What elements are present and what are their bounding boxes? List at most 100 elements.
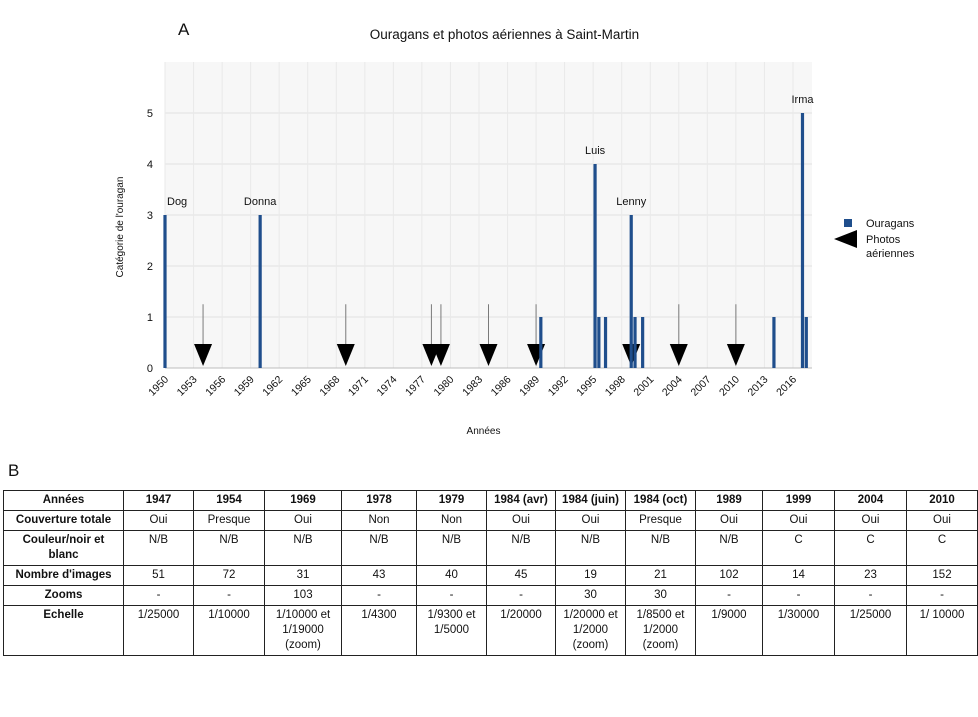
x-tick-label: 1959 xyxy=(232,374,257,399)
x-tick-label: 1953 xyxy=(175,374,200,399)
photo-arrow-head xyxy=(431,344,450,366)
table-corner-header: Années xyxy=(3,490,124,511)
year-column-header: 1984 (oct) xyxy=(625,490,696,511)
table-cell: 1/ 10000 xyxy=(906,605,978,656)
hurricane-bar xyxy=(641,317,645,368)
table-cell: Oui xyxy=(264,510,342,531)
hurricane-bar xyxy=(629,215,633,368)
legend-label-ouragans: Ouragans xyxy=(866,218,915,230)
row-header: Couleur/noir et blanc xyxy=(3,530,124,566)
hurricane-bar xyxy=(163,215,167,368)
panel-label-a: A xyxy=(178,20,190,39)
table-cell: 45 xyxy=(486,565,556,586)
table-cell: - xyxy=(341,585,417,606)
table-cell: Oui xyxy=(486,510,556,531)
row-header: Echelle xyxy=(3,605,124,656)
hurricane-name-label: Donna xyxy=(244,196,277,208)
photo-arrow-head xyxy=(194,344,213,366)
table-cell: C xyxy=(762,530,835,566)
table-cell: Oui xyxy=(695,510,763,531)
x-tick-label: 1971 xyxy=(346,374,371,399)
hurricane-bar xyxy=(800,113,805,368)
table-cell: 14 xyxy=(762,565,835,586)
table-cell: N/B xyxy=(625,530,696,566)
chart-panel-a: 0 1 2 3 4 5 1950 1953 1956 1959 1962 1965 1968 1971 19… xyxy=(115,27,915,437)
table-cell: - xyxy=(906,585,978,606)
table-cell: - xyxy=(193,585,265,606)
hurricane-bar xyxy=(804,317,808,368)
row-header: Couverture totale xyxy=(3,510,124,531)
x-tick-label: 2010 xyxy=(717,374,742,399)
hurricane-bar xyxy=(258,215,262,368)
table-cell: Oui xyxy=(123,510,194,531)
table-cell: Oui xyxy=(906,510,978,531)
year-column-header: 1984 (avr) xyxy=(486,490,556,511)
panel-label-b: B xyxy=(8,461,20,480)
table-cell: 19 xyxy=(555,565,626,586)
x-tick-label: 1983 xyxy=(460,374,485,399)
table-cell: 1/9300 et 1/5000 xyxy=(416,605,487,656)
hurricane-name-label: Luis xyxy=(585,145,606,157)
legend-marker-photos xyxy=(834,230,857,248)
x-tick-label: 2013 xyxy=(746,374,771,399)
aerial-photos-table: Années 1947 1954 1969 1978 1979 1984 (avr) 1984… xyxy=(3,490,978,656)
x-tick-label: 1974 xyxy=(374,374,399,399)
hurricane-name-label: Dog xyxy=(167,196,187,208)
x-tick-label: 1992 xyxy=(546,374,571,399)
table-cell: 30 xyxy=(625,585,696,606)
y-tick-label: 4 xyxy=(147,159,153,171)
table-cell: - xyxy=(834,585,907,606)
table-cell: N/B xyxy=(416,530,487,566)
table-cell: - xyxy=(123,585,194,606)
year-column-header: 2010 xyxy=(906,490,978,511)
hurricane-bar xyxy=(597,317,601,368)
table-cell: Presque xyxy=(193,510,265,531)
y-tick-label: 1 xyxy=(147,312,153,324)
x-tick-label: 1962 xyxy=(260,374,285,399)
hurricane-bar xyxy=(633,317,637,368)
hurricane-bar xyxy=(593,164,597,368)
x-tick-label: 1956 xyxy=(203,374,228,399)
table-cell: N/B xyxy=(695,530,763,566)
table-row: Couverture totale Oui Presque Oui Non Non Oui O… xyxy=(3,510,978,531)
y-tick-label: 5 xyxy=(147,108,153,120)
table-cell: 1/10000 et 1/19000 (zoom) xyxy=(264,605,342,656)
y-tick-label: 2 xyxy=(147,261,153,273)
table-cell: N/B xyxy=(486,530,556,566)
table-row: Nombre d'images 51 72 31 43 40 45 19 21 102 14 23 15… xyxy=(3,565,978,586)
year-column-header: 1999 xyxy=(762,490,835,511)
table-cell: - xyxy=(695,585,763,606)
x-axis-title: Années xyxy=(467,426,501,437)
table-cell: N/B xyxy=(123,530,194,566)
hurricane-bar xyxy=(603,317,608,368)
table-cell: 152 xyxy=(906,565,978,586)
x-tick-label: 1965 xyxy=(289,374,314,399)
table-cell: N/B xyxy=(193,530,265,566)
table-cell: - xyxy=(416,585,487,606)
year-column-header: 1984 (juin) xyxy=(555,490,626,511)
x-tick-label: 2001 xyxy=(631,374,656,399)
table-cell: 1/4300 xyxy=(341,605,417,656)
year-column-header: 2004 xyxy=(834,490,907,511)
table-header-row: Années 1947 1954 1969 1978 1979 1984 (avr) 1984… xyxy=(3,490,978,511)
table-cell: C xyxy=(906,530,978,566)
year-column-header: 1989 xyxy=(695,490,763,511)
table-cell: 1/20000 et 1/2000 (zoom) xyxy=(555,605,626,656)
table-cell: 1/9000 xyxy=(695,605,763,656)
table-cell: 31 xyxy=(264,565,342,586)
table-cell: Presque xyxy=(625,510,696,531)
table-cell: 40 xyxy=(416,565,487,586)
x-tick-label: 1995 xyxy=(574,374,599,399)
hurricane-name-label: Lenny xyxy=(616,196,646,208)
table-cell: - xyxy=(762,585,835,606)
table-cell: N/B xyxy=(264,530,342,566)
table-cell: Non xyxy=(341,510,417,531)
table-cell: 30 xyxy=(555,585,626,606)
table-cell: C xyxy=(834,530,907,566)
y-tick-label: 3 xyxy=(147,210,153,222)
table-cell: 51 xyxy=(123,565,194,586)
x-tick-label: 1986 xyxy=(489,374,514,399)
x-tick-label: 1968 xyxy=(317,374,342,399)
y-tick-label: 0 xyxy=(147,363,153,375)
